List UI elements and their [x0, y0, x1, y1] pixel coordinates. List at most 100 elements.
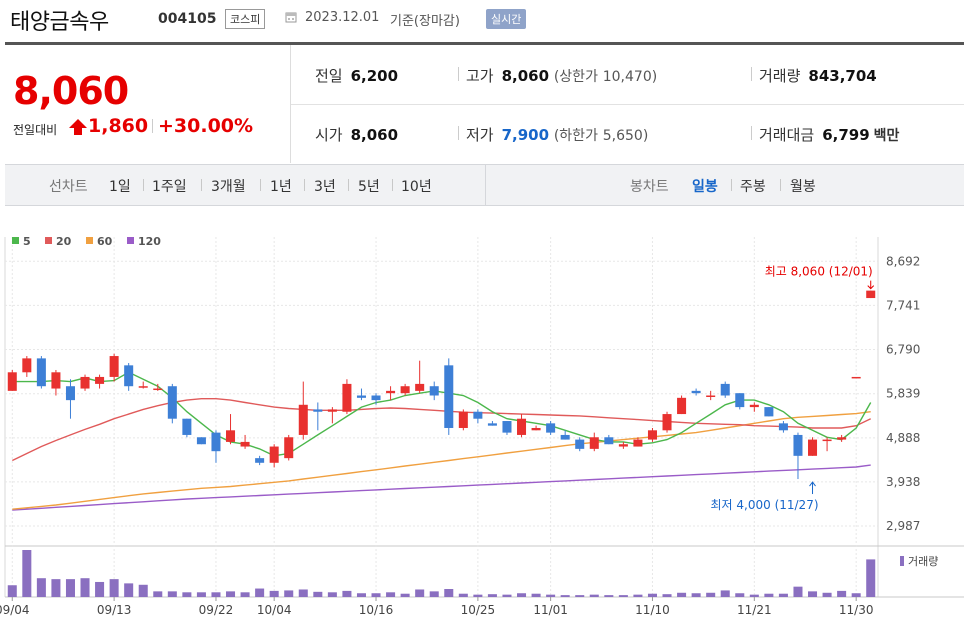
volume-bar	[647, 593, 657, 597]
y-tick-label: 7,741	[886, 298, 920, 312]
period-1d[interactable]: 1일	[109, 179, 131, 195]
volume-bar	[691, 593, 701, 597]
max-arrow-head	[867, 285, 875, 290]
legend-label: 120	[138, 235, 161, 248]
volume-bar	[7, 585, 17, 597]
quote-basis: 기준(장마감)	[390, 14, 460, 29]
x-tick-label: 09/13	[97, 603, 132, 617]
period-10y[interactable]: 10년	[401, 179, 432, 195]
volume-bar	[240, 592, 250, 597]
upper-limit-value: 10,470)	[602, 69, 658, 85]
candle-body	[51, 372, 61, 389]
change-label: 전일대비	[13, 123, 58, 137]
volume-bar	[153, 591, 163, 597]
volume-bar	[255, 588, 265, 597]
calendar-icon	[285, 12, 297, 23]
candle-body	[517, 418, 527, 435]
prev-close-label: 전일	[315, 67, 343, 85]
x-tick-label: 11/10	[635, 603, 670, 617]
volume-bar	[502, 594, 512, 597]
period-1y[interactable]: 1년	[270, 179, 292, 195]
candle-body	[546, 423, 556, 433]
realtime-button[interactable]: 실시간	[486, 9, 527, 29]
volume-bar	[822, 592, 832, 597]
open-value: 8,060	[350, 126, 399, 144]
period-3m[interactable]: 3개월	[211, 179, 246, 195]
candle-body	[575, 439, 585, 449]
min-arrow-head	[809, 481, 816, 487]
candle-body	[764, 407, 774, 417]
candle-body	[138, 386, 148, 388]
x-tick-label: 11/21	[737, 603, 772, 617]
candle-body	[502, 421, 512, 433]
volume-bar	[269, 590, 279, 597]
price-change-pct: +30.00%	[158, 115, 254, 137]
candle-body	[706, 395, 716, 397]
volume-bar	[851, 593, 861, 597]
candle-body	[80, 376, 90, 389]
volume-bar	[313, 591, 323, 597]
candle-body	[749, 404, 759, 408]
candle-body	[109, 356, 119, 377]
candle-body	[473, 411, 483, 419]
legend-label: 20	[56, 235, 72, 248]
volume-bar	[386, 592, 396, 597]
volume-bar	[531, 593, 541, 597]
period-1w[interactable]: 1주일	[152, 179, 187, 195]
candle-body	[429, 386, 439, 396]
candle-body	[211, 432, 221, 452]
volume-bar	[444, 589, 454, 597]
volume-bar	[327, 592, 337, 597]
candle-weekly[interactable]: 주봉	[740, 179, 766, 195]
amount-unit: 백만	[873, 128, 900, 144]
cell-separator	[751, 126, 752, 140]
volume-bar	[182, 592, 192, 597]
period-bar-divider	[485, 165, 486, 205]
volume-bar	[618, 595, 628, 597]
candle-chart-label: 봉차트	[630, 179, 669, 195]
volume-bar	[487, 594, 497, 597]
period-separator	[392, 179, 393, 191]
volume-bar	[65, 579, 75, 597]
candle-daily[interactable]: 일봉	[692, 179, 718, 195]
volume-bar	[124, 583, 134, 597]
y-tick-label: 8,692	[886, 254, 920, 268]
volume-bar	[575, 595, 585, 597]
volume-bar	[546, 594, 556, 597]
stock-name: 태양금속우	[10, 10, 109, 35]
quote-row-1: 전일 6,200 고가 8,060 (상한가 10,470) 거래량 843,704	[291, 45, 964, 105]
volume-bar	[211, 592, 221, 597]
high-cell: 고가 8,060 (상한가 10,470)	[466, 65, 657, 86]
candle-body	[196, 437, 206, 445]
candle-body	[386, 390, 396, 394]
stock-code: 004105	[158, 11, 217, 27]
candle-body	[255, 458, 265, 463]
legend-swatch	[86, 237, 93, 244]
volume-bar	[473, 594, 483, 597]
period-separator	[304, 179, 305, 191]
x-tick-label: 11/01	[533, 603, 568, 617]
period-5y[interactable]: 5년	[358, 179, 380, 195]
candle-body	[822, 439, 832, 442]
period-3y[interactable]: 3년	[314, 179, 336, 195]
current-price: 8,060	[13, 69, 129, 113]
candle-body	[647, 430, 657, 440]
candle-body	[298, 404, 308, 435]
volume-bar	[400, 593, 410, 597]
volume-label: 거래량	[908, 555, 938, 568]
candle-body	[65, 386, 75, 401]
volume-bar	[95, 581, 105, 597]
candle-body	[691, 390, 701, 394]
candle-body	[837, 437, 847, 440]
candle-body	[604, 437, 614, 445]
candle-body	[851, 376, 861, 379]
change-separator	[152, 119, 153, 133]
volume-bar	[138, 584, 148, 597]
volume-bar	[837, 590, 847, 597]
low-value: 7,900	[501, 126, 550, 144]
candle-monthly[interactable]: 월봉	[790, 179, 816, 195]
lower-limit-label: (하한가	[553, 128, 598, 144]
legend-swatch	[127, 237, 134, 244]
low-cell: 저가 7,900 (하한가 5,650)	[466, 124, 648, 145]
prev-close-value: 6,200	[350, 67, 399, 85]
